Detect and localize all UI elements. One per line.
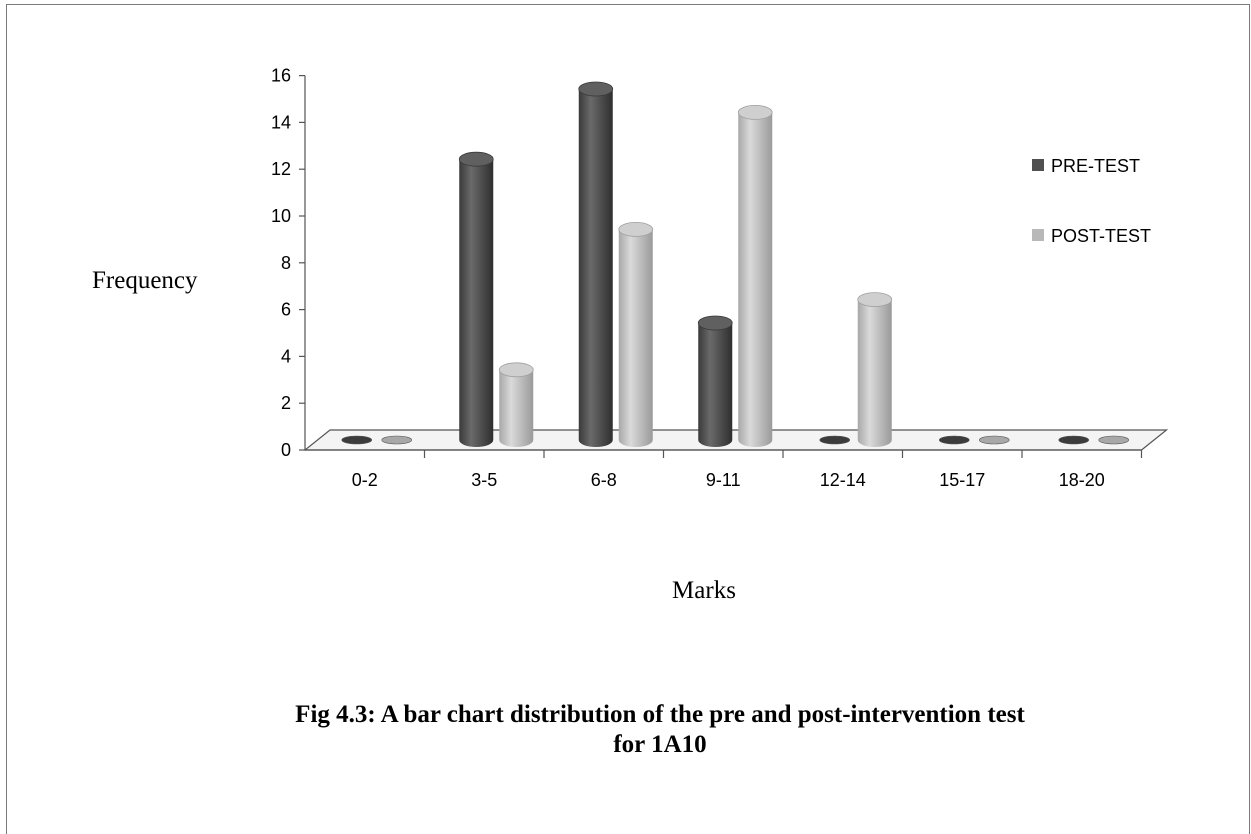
y-tick-label: 10 [271, 206, 291, 226]
bar-zero-marker [341, 435, 373, 445]
bar-pre-test-3-5 [458, 151, 494, 448]
bar-post-test-0-2 [381, 435, 413, 445]
bar-top [857, 292, 893, 308]
bar-zero-marker [1058, 435, 1090, 445]
bar-body [618, 229, 653, 448]
y-tick-label: 4 [281, 346, 291, 366]
bar-body [499, 369, 534, 448]
bar-body [578, 89, 613, 448]
x-tick-label: 18-20 [1059, 470, 1105, 490]
bar-zero-marker [819, 435, 851, 445]
y-tick-label: 16 [271, 66, 291, 86]
x-tick-label: 3-5 [471, 470, 497, 490]
legend-item: PRE-TEST [1032, 156, 1140, 176]
x-tick-label: 9-11 [706, 470, 741, 490]
figure-caption: Fig 4.3: A bar chart distribution of the… [160, 700, 1160, 760]
bar-post-test-3-5 [498, 362, 534, 448]
floor-plane [303, 429, 1169, 451]
x-tick-label: 12-14 [820, 470, 866, 490]
x-tick-label: 15-17 [939, 470, 985, 490]
legend-label: POST-TEST [1051, 226, 1151, 246]
y-tick-label: 0 [281, 440, 291, 460]
bar-post-test-6-8 [618, 221, 654, 448]
x-axis: 0-2 3-5 6-8 9-11 12-14 15-17 18-20 [305, 449, 1143, 490]
bar-top [578, 81, 614, 97]
bar-pre-test-6-8 [578, 81, 614, 448]
y-tick-label: 6 [281, 300, 291, 320]
bar-top [618, 221, 654, 237]
figure-frame [6, 4, 1250, 834]
y-axis-title: Frequency [92, 267, 198, 294]
x-axis-title: Marks [672, 577, 736, 604]
bar-zero-marker [978, 435, 1010, 445]
legend-swatch [1032, 159, 1044, 171]
bar-pre-test-12-14 [819, 435, 851, 445]
x-tick-label: 0-2 [352, 470, 378, 490]
bar-top [697, 315, 733, 331]
bar-body [698, 323, 733, 448]
bar-post-test-12-14 [857, 292, 893, 448]
bar-body [738, 112, 773, 448]
bar-post-test-18-20 [1098, 435, 1130, 445]
bar-zero-marker [1098, 435, 1130, 445]
legend-label: PRE-TEST [1051, 156, 1140, 176]
bar-pre-test-9-11 [697, 315, 733, 448]
bar-chart: 0 2 4 6 8 10 12 14 16 0-2 3-5 6-8 9-11 12-14 15-17 18-… [92, 66, 1169, 604]
bar-post-test-15-17 [978, 435, 1010, 445]
bar-pre-test-15-17 [938, 435, 970, 445]
bar-zero-marker [381, 435, 413, 445]
bar-zero-marker [938, 435, 970, 445]
bar-post-test-9-11 [737, 105, 773, 448]
bar-top [458, 151, 494, 167]
chart-floor [303, 429, 1169, 451]
caption-line-1: Fig 4.3: A bar chart distribution of the… [295, 701, 1025, 728]
bar-top [737, 105, 773, 120]
bar-pre-test-18-20 [1058, 435, 1090, 445]
y-tick-label: 8 [281, 253, 291, 273]
legend-swatch [1032, 229, 1044, 241]
bars [341, 81, 1130, 448]
legend: PRE-TEST POST-TEST [1032, 156, 1151, 246]
legend-item: POST-TEST [1032, 226, 1151, 246]
x-tick-label: 6-8 [591, 470, 617, 490]
caption-line-2: for 1A10 [613, 731, 707, 758]
y-axis: 0 2 4 6 8 10 12 14 16 [271, 66, 306, 460]
bar-body [857, 299, 892, 448]
y-tick-label: 14 [271, 112, 291, 132]
bar-body [459, 159, 494, 448]
bar-top [498, 362, 534, 378]
y-tick-label: 2 [281, 393, 291, 413]
bar-pre-test-0-2 [341, 435, 373, 445]
y-tick-label: 12 [271, 159, 291, 179]
